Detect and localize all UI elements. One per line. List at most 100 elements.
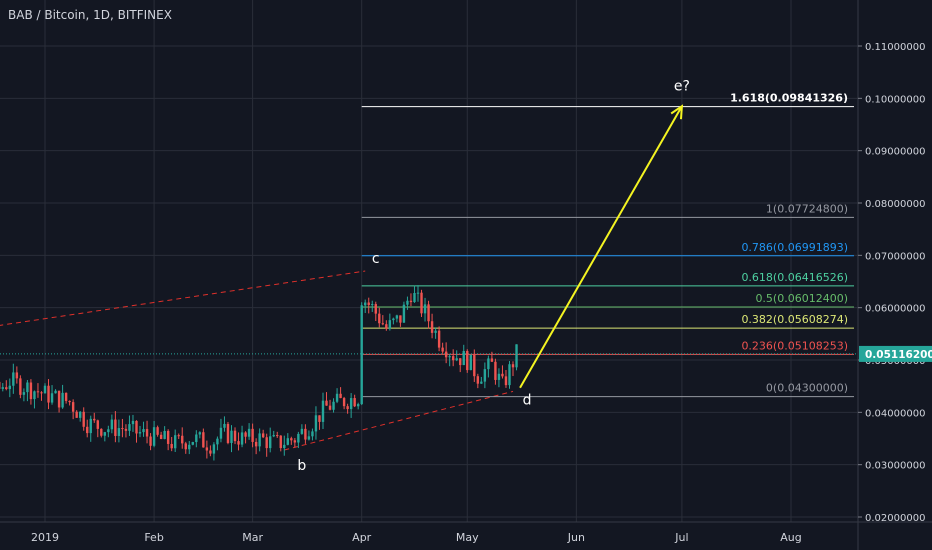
- candle-body: [5, 387, 8, 390]
- price-axis[interactable]: 0.020000000.030000000.040000000.05000000…: [858, 42, 932, 524]
- candle-body: [504, 376, 508, 386]
- projection-arrow-shaft: [519, 105, 683, 389]
- candle-body: [117, 428, 121, 436]
- candle-body: [487, 358, 490, 370]
- candle-body: [128, 424, 131, 431]
- candle-body: [212, 444, 216, 454]
- candle-body: [100, 428, 103, 436]
- candle-body: [314, 415, 318, 432]
- candle-body: [254, 441, 258, 447]
- x-tick-label: Jun: [567, 531, 585, 544]
- candle-body: [36, 391, 40, 393]
- candle-body: [392, 318, 395, 321]
- y-tick-label: 0.11000000: [865, 42, 925, 53]
- candle-body: [173, 435, 177, 449]
- fib-level-label: 0(0.04300000): [766, 382, 848, 395]
- candle-body: [476, 376, 480, 384]
- candle-body: [335, 393, 339, 402]
- candle-body: [388, 320, 392, 329]
- candle-body: [290, 438, 293, 441]
- x-tick-label: Feb: [144, 531, 163, 544]
- y-tick-label: 0.06000000: [865, 304, 925, 315]
- candle-body: [75, 411, 78, 418]
- candle-body: [71, 402, 75, 412]
- candle-body: [223, 423, 226, 428]
- chart-title: BAB / Bitcoin, 1D, BITFINEX: [8, 8, 172, 22]
- candle-body: [353, 398, 356, 407]
- candle-body: [374, 304, 377, 314]
- wave-labels: abcde?: [297, 78, 690, 473]
- candle-body: [423, 304, 427, 314]
- candle-body: [511, 364, 515, 368]
- candle-body: [57, 390, 61, 408]
- candle-body: [441, 347, 444, 352]
- candle-body: [251, 428, 254, 442]
- x-tick-label: 2019: [31, 531, 59, 544]
- candle-body: [240, 432, 244, 445]
- candle-body: [332, 401, 335, 410]
- candle-body: [114, 419, 117, 436]
- candle-body: [237, 441, 240, 445]
- candle-body: [82, 411, 85, 427]
- fib-level-label: 0.786(0.06991893): [741, 241, 848, 254]
- candle-body: [455, 358, 458, 361]
- candle-body: [131, 420, 135, 425]
- candle-body: [279, 435, 282, 449]
- candle-body: [261, 433, 265, 438]
- candle-body: [152, 427, 156, 446]
- candle-body: [8, 385, 12, 390]
- candle-body: [26, 382, 29, 393]
- candle-body: [188, 444, 191, 450]
- candle-body: [138, 432, 142, 434]
- candle-body: [459, 358, 462, 366]
- candle-body: [93, 418, 96, 421]
- candle-body: [501, 373, 504, 377]
- candle-body: [346, 406, 349, 410]
- candle-body: [202, 432, 205, 448]
- candle-body: [209, 450, 212, 454]
- candle-body: [159, 434, 163, 439]
- candle-body: [258, 433, 261, 447]
- y-tick-label: 0.10000000: [865, 94, 925, 105]
- wave-label-e: e?: [674, 78, 690, 94]
- candles: [0, 285, 518, 461]
- candle-body: [427, 304, 430, 322]
- candle-body: [163, 430, 166, 439]
- candle-body: [293, 440, 297, 443]
- wave-label-d: d: [523, 392, 532, 408]
- time-axis[interactable]: 2019 Feb Mar Apr May Jun Jul Aug: [31, 531, 802, 544]
- candle-body: [451, 356, 455, 361]
- projection-arrow-head: [670, 104, 684, 120]
- candle-body: [286, 438, 290, 445]
- candle-body: [297, 433, 300, 443]
- candle-body: [349, 398, 353, 410]
- candle-body: [135, 420, 138, 434]
- candle-body: [181, 435, 184, 444]
- candle-body: [166, 430, 170, 444]
- candle-body: [466, 350, 469, 371]
- candle-body: [149, 436, 152, 446]
- candle-body: [103, 432, 107, 436]
- candle-body: [381, 323, 385, 325]
- candle-body: [177, 435, 180, 437]
- candle-body: [409, 300, 413, 303]
- y-tick-label: 0.08000000: [865, 199, 925, 210]
- y-tick-label: 0.09000000: [865, 147, 925, 158]
- fib-level-label: 1.618(0.09841326): [730, 92, 848, 105]
- candle-body: [413, 292, 416, 303]
- candle-body: [339, 393, 342, 399]
- candle-body: [47, 385, 50, 403]
- candle-body: [325, 400, 328, 406]
- candle-body: [110, 419, 114, 430]
- candle-body: [311, 431, 314, 437]
- candle-body: [402, 304, 406, 323]
- candle-body: [416, 292, 420, 294]
- candle-body: [360, 305, 363, 405]
- candle-body: [283, 444, 286, 449]
- candle-body: [364, 302, 367, 306]
- candle-body: [29, 382, 33, 400]
- last-price-tag-bg: [859, 345, 932, 362]
- candle-body: [300, 428, 304, 434]
- candle-body: [420, 292, 423, 314]
